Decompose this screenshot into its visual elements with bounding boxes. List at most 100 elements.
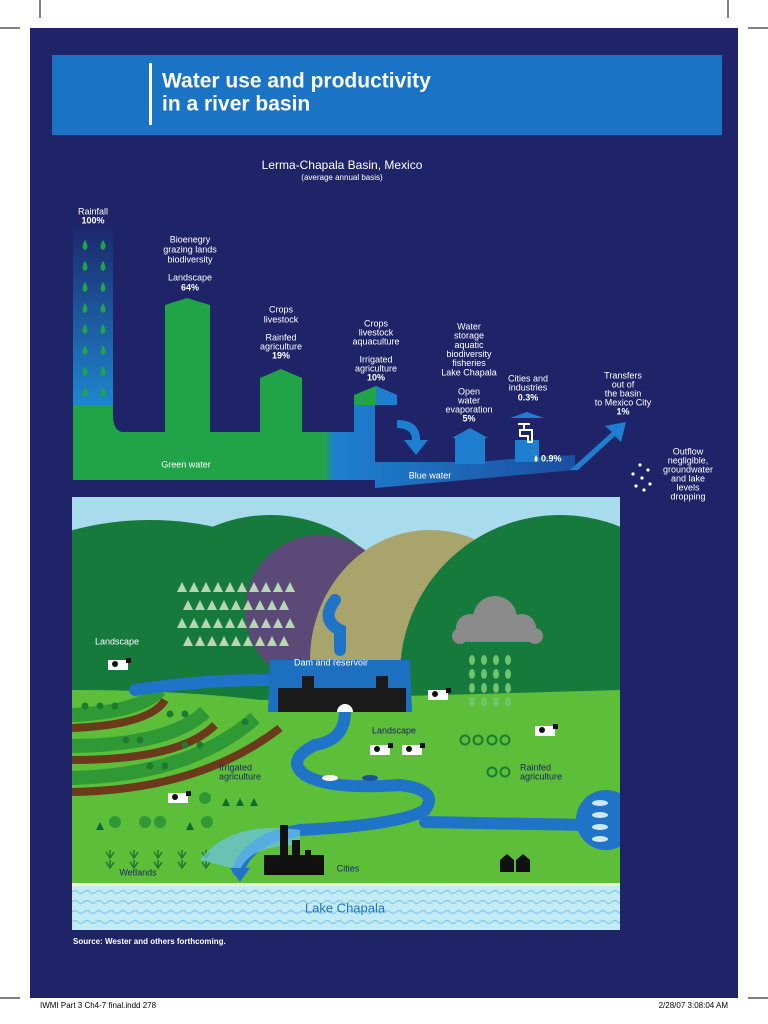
tree [250,798,258,806]
drop [82,303,88,313]
tree [273,618,283,628]
cow-spot [112,661,118,667]
label: Open [458,386,480,396]
label: livestock [359,327,394,337]
area-label: agriculture [219,771,261,781]
reed [177,860,187,870]
drop [82,324,88,334]
label: negligible, [668,455,709,465]
tree [219,636,229,646]
tree [481,683,487,693]
tree [469,683,475,693]
reservoir [455,438,485,464]
area-label: Landscape [372,725,416,735]
tree [285,582,295,592]
cities-roof [510,412,544,418]
tree [225,582,235,592]
label: Bioenegry [170,234,211,244]
shrub [96,702,104,710]
label: livestock [264,314,299,324]
tree [273,582,283,592]
label: out of [612,379,635,389]
label: to Mexico City [595,397,652,407]
cows [108,658,558,803]
band-label: Green water [161,459,211,469]
tree [267,600,277,610]
tree [493,669,499,679]
illustration [72,497,620,930]
tree [96,822,104,830]
crop [486,734,498,746]
source: Source: Wester and others forthcoming. [73,937,226,946]
tree [505,655,511,665]
fish-pond [576,790,620,850]
label: Cities and [508,373,548,383]
percent: 0.9% [541,453,562,463]
tree [213,582,223,592]
river-arrow [230,868,250,882]
percent: 64% [181,282,199,292]
shrub [196,741,204,749]
reed [105,850,115,860]
city [264,825,530,875]
tree [505,669,511,679]
cow-spot [539,727,545,733]
fish [322,775,608,842]
label: aquaculture [352,336,399,346]
reservoir-roof [452,428,488,438]
leak-drop [534,455,538,462]
drop [82,345,88,355]
rain-drops [82,240,106,397]
crop [459,734,471,746]
drop [82,240,88,250]
label: agriculture [260,341,302,351]
tree [249,618,259,628]
drop [100,303,106,313]
shrub [161,762,169,770]
title: Water use and productivity [162,70,431,93]
cow-spot [432,691,438,697]
label: dropping [670,491,705,501]
tree [183,600,193,610]
area-label: Lake Chapala [305,900,386,915]
cow-head [446,688,451,693]
label: Outflow [673,446,704,456]
wave [72,889,620,895]
tree [186,822,194,830]
tree [236,798,244,806]
crop [499,766,511,778]
label: water [457,395,480,405]
label: aquatic [454,340,484,350]
label: fisheries [452,358,486,368]
terraces [72,684,283,796]
label: Irrigated [359,354,392,364]
tree [207,600,217,610]
area-label: Dam and reservoir [294,657,368,667]
footer: 2/28/07 3:08:04 AM [659,1001,729,1010]
tree [222,798,230,806]
cow-head [420,743,425,748]
drop [100,387,106,397]
drop [100,345,106,355]
shrub [81,702,89,710]
label: Lake Chapala [441,367,497,377]
label: levels [676,482,700,492]
tree [207,636,217,646]
rainfall-column [73,230,113,410]
footer: IWMI Part 3 Ch4-7 final.indd 278 [40,1001,157,1010]
tree [231,600,241,610]
label: groundwater [663,464,713,474]
label: biodiversity [446,349,492,359]
area-label: Wetlands [119,867,157,877]
tree [255,600,265,610]
wave [72,909,620,915]
area-label: Rainfed [520,762,551,772]
label: industries [509,382,548,392]
percent: 19% [272,350,290,360]
spillway [337,704,353,712]
waves [72,889,620,925]
reed [153,860,163,870]
tree [249,582,259,592]
